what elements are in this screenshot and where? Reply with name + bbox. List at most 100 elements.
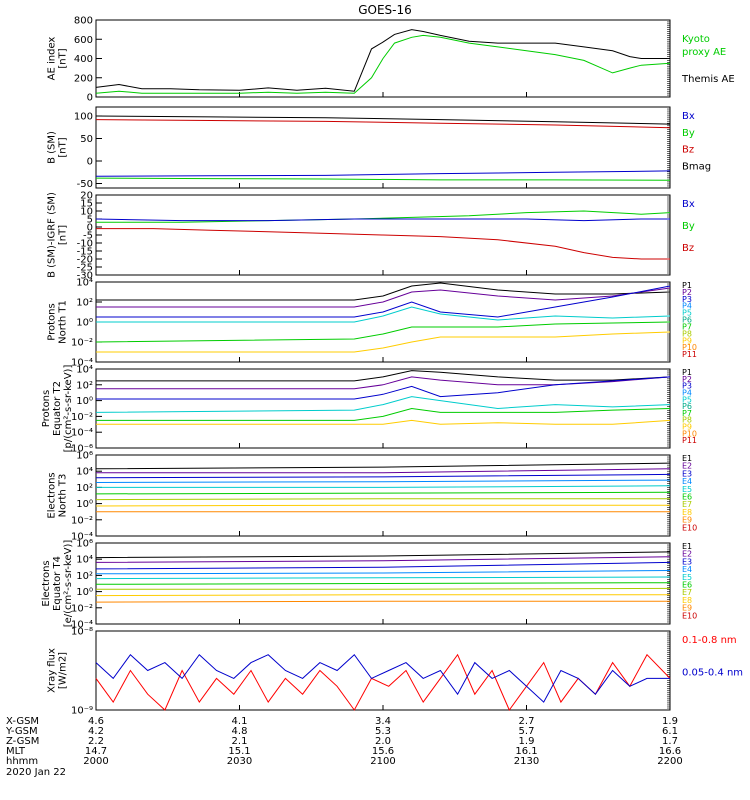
legend-entry: Bx xyxy=(682,199,695,210)
y-tick-label: 10⁰ xyxy=(76,587,93,598)
panel-5: 10⁻⁶ 10⁻⁴ 10⁻² 10⁰ 10² 10⁴ Protons Equator T2 [p… xyxy=(41,365,697,455)
legend-entry: Themis AE xyxy=(681,74,735,85)
y-tick-label: 15 xyxy=(80,199,93,210)
series-line-9 xyxy=(95,600,670,603)
legend-entry: P6 xyxy=(682,316,692,325)
info-row-value: 16.1 xyxy=(515,746,537,757)
y-axis-label: [nT] xyxy=(58,48,69,68)
y-tick-label: 10 xyxy=(80,207,93,218)
y-tick-label: 10⁻⁹ xyxy=(71,706,93,717)
legend-entry: P1 xyxy=(682,281,692,290)
series-line-2 xyxy=(96,468,671,474)
y-tick-label: 10⁴ xyxy=(76,365,93,376)
legend-entry: E3 xyxy=(682,557,692,566)
y-tick-label: -15 xyxy=(77,247,93,258)
series-line-5 xyxy=(95,321,671,343)
legend-entry: E5 xyxy=(682,573,692,582)
y-axis-label: Equator T2 xyxy=(52,381,63,436)
series-line-5 xyxy=(96,485,671,488)
series-line-2 xyxy=(95,218,670,222)
legend-entry: E2 xyxy=(682,462,692,471)
series-line-3 xyxy=(95,170,671,177)
info-row-label: Y-GSM xyxy=(5,726,38,737)
y-tick-label: -50 xyxy=(77,179,93,190)
y-tick-label: -5 xyxy=(83,231,93,242)
series-line-7 xyxy=(96,587,671,590)
y-axis-label: [nT] xyxy=(58,137,69,157)
info-row-value: 2130 xyxy=(514,756,539,767)
y-tick-label: 800 xyxy=(74,16,93,27)
y-axis-label: North T1 xyxy=(58,300,69,344)
y-tick-label: 20 xyxy=(80,191,93,202)
series-line-3 xyxy=(96,228,670,260)
info-row-value: 15.1 xyxy=(228,746,250,757)
y-tick-label: 10⁻⁴ xyxy=(71,532,93,543)
legend-entry: P10 xyxy=(682,343,697,352)
legend-entry: P8 xyxy=(682,329,692,338)
y-axis-label: [nT] xyxy=(58,225,69,245)
info-row-value: 16.6 xyxy=(659,746,681,757)
y-axis-label: Equator T4 xyxy=(52,556,63,611)
legend-entry: E3 xyxy=(682,469,692,478)
y-axis-label: Electrons xyxy=(41,560,52,606)
series-line-4 xyxy=(95,177,671,181)
info-row-value: 6.1 xyxy=(662,726,678,737)
legend-entry: E1 xyxy=(682,542,692,551)
y-tick-label: 10⁻² xyxy=(71,412,93,423)
y-tick-label: -10 xyxy=(77,239,93,250)
legend-entry: P9 xyxy=(682,423,692,432)
series-line-8 xyxy=(95,594,670,597)
info-row-value: 1.9 xyxy=(662,716,678,727)
legend-entry: By xyxy=(682,221,695,232)
legend-entry: P7 xyxy=(682,409,692,418)
y-tick-label: 600 xyxy=(74,35,93,46)
y-tick-label: 10⁻⁴ xyxy=(71,620,93,631)
legend-entry: P6 xyxy=(682,402,692,411)
legend-entry: E8 xyxy=(682,508,692,517)
legend-entry: P10 xyxy=(682,429,697,438)
legend-entry: P7 xyxy=(682,322,692,331)
figure-title: GOES-16 xyxy=(358,3,412,17)
info-row-value: 4.2 xyxy=(88,726,104,737)
legend-entry: Bx xyxy=(682,111,695,122)
info-row-label: hhmm xyxy=(6,756,38,767)
legend-entry: P9 xyxy=(682,336,692,345)
y-tick-label: 10² xyxy=(76,483,93,494)
y-tick-label: -30 xyxy=(77,271,93,282)
series-line-1 xyxy=(95,653,671,712)
y-tick-label: 10⁻⁴ xyxy=(71,358,93,369)
series-line-1 xyxy=(96,370,671,382)
y-tick-label: 10² xyxy=(76,571,93,582)
series-line-3 xyxy=(96,376,671,400)
legend-entry: Bz xyxy=(682,145,694,156)
info-row-label: X-GSM xyxy=(6,716,39,727)
info-row-value: 4.6 xyxy=(88,716,104,727)
panel-2: -50 0 50 100 B (SM) [nT] Bx By Bz Bmag xyxy=(47,106,711,190)
legend-entry: E6 xyxy=(682,581,692,590)
y-axis-label: [p/(cm²-s-sr-keV)] xyxy=(63,365,74,453)
legend-entry: E5 xyxy=(682,485,692,494)
series-line-3 xyxy=(96,285,671,318)
legend-entry: By xyxy=(682,128,695,139)
series-line-2 xyxy=(95,34,671,94)
y-axis-label: B (SM) xyxy=(47,131,58,164)
series-line-4 xyxy=(95,396,671,413)
legend-entry: 0.1-0.8 nm xyxy=(682,635,737,646)
series-line-4 xyxy=(96,306,671,323)
y-tick-label: 0 xyxy=(87,157,93,168)
y-tick-label: 10⁻² xyxy=(71,515,93,526)
legend-entry: Bmag xyxy=(682,161,711,172)
legend-entry: P4 xyxy=(682,302,692,311)
y-axis-label: North T3 xyxy=(58,474,69,518)
info-row-value: 2100 xyxy=(370,756,395,767)
y-tick-label: 10² xyxy=(76,298,93,309)
series-line-5 xyxy=(95,576,671,580)
series-line-7 xyxy=(95,498,670,501)
y-tick-label: 10⁰ xyxy=(76,396,93,407)
legend-entry: P2 xyxy=(682,375,692,384)
info-row-value: 15.6 xyxy=(372,746,394,757)
series-line-2 xyxy=(95,556,671,563)
legend-entry: E9 xyxy=(682,516,692,525)
y-tick-label: -20 xyxy=(77,255,93,266)
